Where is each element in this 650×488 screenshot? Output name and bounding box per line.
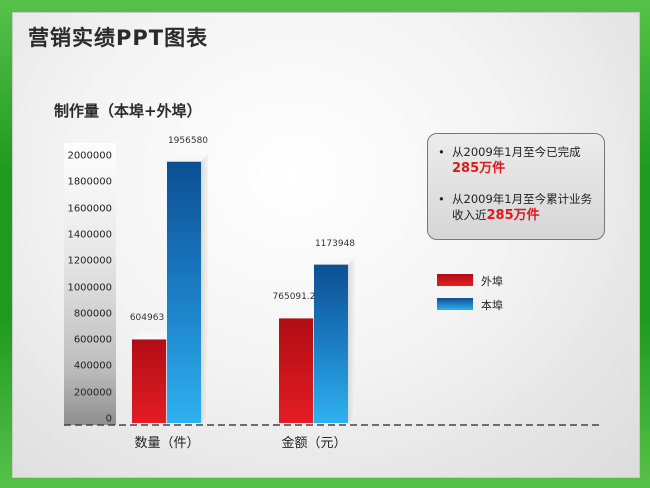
y-tick-label: 400000 bbox=[73, 360, 112, 372]
legend-swatch-blue bbox=[437, 298, 473, 310]
data-label: 765091.2 bbox=[272, 292, 316, 303]
data-label: 1956580 bbox=[167, 135, 209, 146]
y-tick-label: 2000000 bbox=[67, 150, 112, 162]
legend-label: 外埠 bbox=[481, 275, 503, 288]
y-tick-label: 1800000 bbox=[67, 176, 112, 188]
bar-top bbox=[314, 257, 355, 265]
y-tick-label: 1000000 bbox=[67, 282, 112, 293]
bar-benbu bbox=[167, 161, 201, 424]
callout-bullet-1-highlight: 285万件 bbox=[452, 161, 506, 176]
y-tick-label: 1200000 bbox=[67, 255, 112, 267]
bullet-dot-icon: • bbox=[438, 145, 445, 159]
bar-top bbox=[132, 332, 173, 340]
bar-waibu bbox=[279, 318, 313, 423]
legend-label: 本埠 bbox=[481, 299, 503, 312]
callout-bullet-1-text: 从2009年1月至今已完成 bbox=[452, 145, 581, 159]
y-tick-label: 800000 bbox=[73, 308, 112, 320]
x-axis-label: 金额（元） bbox=[281, 436, 347, 451]
bar-top bbox=[167, 154, 208, 162]
y-tick-label: 1400000 bbox=[67, 229, 112, 241]
bar-side bbox=[348, 257, 355, 423]
y-axis-band bbox=[64, 143, 116, 425]
page-title: 营销实绩PPT图表 bbox=[28, 26, 209, 50]
bar-benbu bbox=[314, 264, 348, 423]
x-axis-label: 数量（件） bbox=[134, 436, 200, 451]
callout-bullet-2-text: 从2009年1月至今累计业务收入近 bbox=[452, 192, 593, 222]
bar-side bbox=[201, 154, 208, 424]
y-tick-label: 0 bbox=[105, 413, 112, 425]
y-tick-label: 1600000 bbox=[67, 203, 112, 215]
bar-waibu bbox=[132, 339, 166, 423]
callout-bullet-2-highlight: 285万件 bbox=[486, 208, 540, 223]
legend-swatch-red bbox=[437, 274, 473, 286]
chart-subtitle: 制作量（本埠+外埠） bbox=[54, 102, 202, 120]
bullet-dot-icon: • bbox=[438, 192, 445, 206]
y-tick-label: 200000 bbox=[73, 387, 112, 399]
summary-callout: • 从2009年1月至今已完成 285万件 • 从2009年1月至今累计业务收入… bbox=[427, 133, 605, 240]
y-tick-label: 600000 bbox=[73, 334, 112, 346]
data-label: 604963 bbox=[129, 313, 165, 324]
bar-top bbox=[279, 311, 320, 319]
data-label: 1173948 bbox=[314, 238, 356, 249]
